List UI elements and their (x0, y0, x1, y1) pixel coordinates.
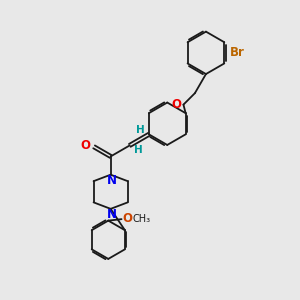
Text: Br: Br (230, 46, 244, 59)
Text: H: H (134, 145, 142, 155)
Text: CH₃: CH₃ (132, 214, 151, 224)
Text: H: H (136, 125, 145, 135)
Text: O: O (80, 139, 91, 152)
Text: N: N (106, 173, 116, 187)
Text: O: O (171, 98, 181, 110)
Text: O: O (122, 212, 132, 225)
Text: N: N (106, 208, 116, 221)
